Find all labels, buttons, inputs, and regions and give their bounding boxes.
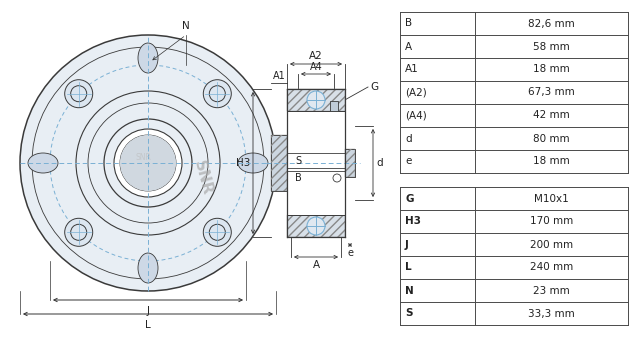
Ellipse shape — [20, 35, 276, 291]
Text: A: A — [405, 41, 412, 52]
Circle shape — [307, 91, 325, 109]
Text: 18 mm: 18 mm — [533, 157, 570, 167]
Text: M10x1: M10x1 — [534, 194, 569, 203]
Text: 82,6 mm: 82,6 mm — [528, 18, 575, 28]
Text: 200 mm: 200 mm — [530, 239, 573, 250]
Text: A1: A1 — [405, 65, 418, 75]
Text: e: e — [347, 248, 353, 258]
Bar — [330, 101, 338, 111]
Text: (A4): (A4) — [405, 110, 427, 120]
Bar — [287, 215, 345, 237]
Text: (A2): (A2) — [405, 88, 427, 97]
Bar — [271, 135, 287, 191]
Text: 170 mm: 170 mm — [530, 216, 573, 226]
Text: S: S — [405, 308, 413, 318]
Bar — [287, 89, 345, 111]
Text: G: G — [370, 82, 378, 92]
Text: H3: H3 — [405, 216, 421, 226]
Text: L: L — [405, 263, 411, 273]
Bar — [287, 89, 345, 237]
Circle shape — [333, 174, 341, 182]
Text: A4: A4 — [309, 62, 322, 72]
Bar — [287, 89, 345, 111]
Text: N: N — [182, 21, 190, 31]
Text: 18 mm: 18 mm — [533, 65, 570, 75]
Text: J: J — [405, 239, 409, 250]
Text: N: N — [405, 286, 414, 295]
Text: 80 mm: 80 mm — [533, 133, 570, 144]
Text: 42 mm: 42 mm — [533, 110, 570, 120]
Ellipse shape — [238, 153, 268, 173]
Ellipse shape — [28, 153, 58, 173]
Text: J: J — [146, 306, 150, 316]
Ellipse shape — [65, 80, 93, 108]
Ellipse shape — [120, 135, 176, 191]
Text: SNR: SNR — [135, 154, 151, 162]
Text: 33,3 mm: 33,3 mm — [528, 308, 575, 318]
Text: 23 mm: 23 mm — [533, 286, 570, 295]
Text: A2: A2 — [309, 51, 323, 61]
Text: 58 mm: 58 mm — [533, 41, 570, 52]
Bar — [287, 111, 345, 215]
Ellipse shape — [65, 218, 93, 246]
Text: H3: H3 — [236, 158, 250, 168]
Text: B: B — [295, 173, 302, 183]
Text: A: A — [313, 260, 320, 270]
Text: B: B — [405, 18, 412, 28]
Ellipse shape — [204, 80, 231, 108]
Bar — [287, 215, 345, 237]
Text: A1: A1 — [273, 71, 285, 81]
Text: S: S — [295, 156, 301, 166]
Text: d: d — [376, 158, 383, 168]
Bar — [345, 149, 355, 177]
Text: L: L — [145, 320, 151, 330]
Ellipse shape — [114, 129, 182, 197]
Ellipse shape — [138, 43, 158, 73]
Text: 240 mm: 240 mm — [530, 263, 573, 273]
Text: e: e — [405, 157, 411, 167]
Text: G: G — [405, 194, 413, 203]
Circle shape — [307, 217, 325, 235]
Ellipse shape — [138, 253, 158, 283]
Bar — [345, 149, 355, 177]
Ellipse shape — [204, 218, 231, 246]
Text: 67,3 mm: 67,3 mm — [528, 88, 575, 97]
Text: d: d — [405, 133, 411, 144]
Bar — [271, 135, 287, 191]
Text: SNR: SNR — [191, 159, 215, 197]
